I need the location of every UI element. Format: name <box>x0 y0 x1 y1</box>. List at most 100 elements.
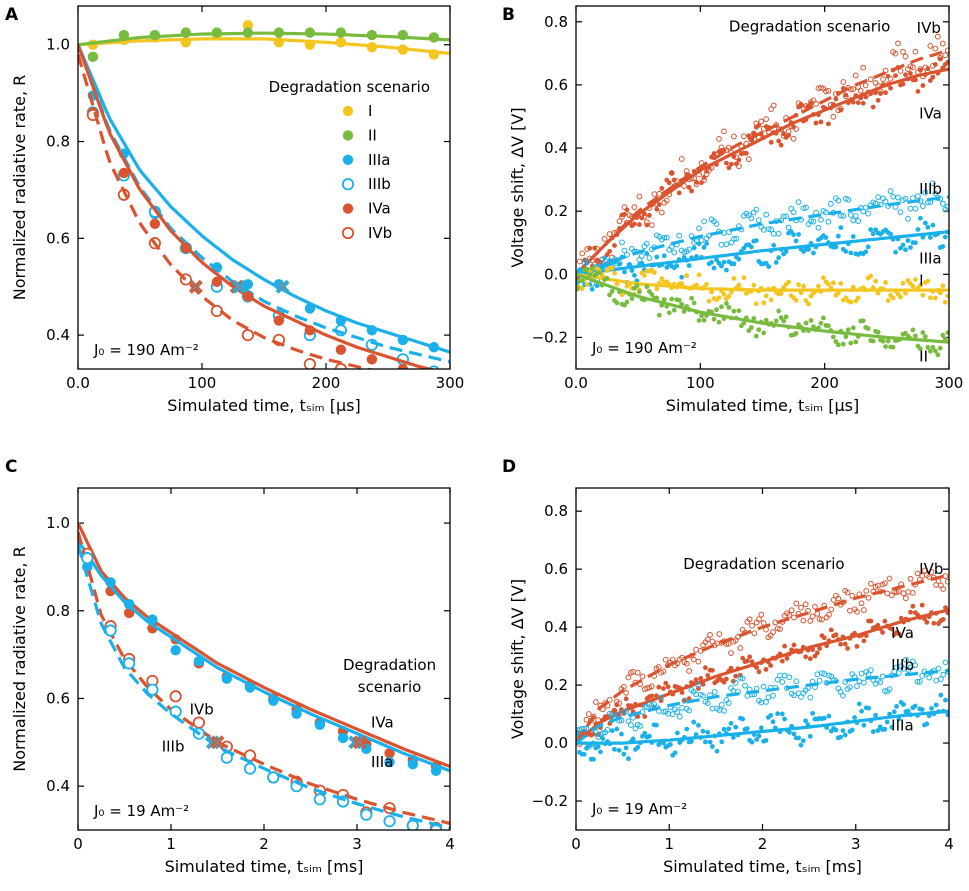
data-point <box>599 264 605 270</box>
data-point <box>581 751 587 757</box>
x-tick-label: 0.0 <box>66 374 90 392</box>
data-point <box>718 241 725 248</box>
data-point <box>649 292 655 297</box>
data-point <box>660 708 667 715</box>
data-point <box>637 723 644 729</box>
data-point <box>604 252 610 258</box>
data-point <box>821 635 827 641</box>
data-point <box>726 304 732 310</box>
data-point <box>622 269 627 275</box>
data-point <box>942 659 949 666</box>
data-point <box>920 292 926 298</box>
y-axis-title: Voltage shift, ΔV [V] <box>508 107 527 267</box>
data-point <box>763 293 769 299</box>
fit-line <box>78 44 437 369</box>
data-point <box>637 289 642 295</box>
data-point <box>621 204 628 211</box>
data-point <box>601 236 608 242</box>
data-point <box>701 175 707 180</box>
data-point <box>803 298 809 304</box>
data-point <box>858 600 865 607</box>
data-point <box>721 291 727 297</box>
data-point <box>835 233 841 239</box>
data-point <box>763 116 770 123</box>
data-point <box>796 282 801 288</box>
data-point <box>684 273 690 278</box>
data-point <box>918 282 923 288</box>
series-label: IVb <box>917 19 941 37</box>
data-point <box>830 334 836 340</box>
data-point <box>721 128 727 135</box>
x-tick-label: 4 <box>445 835 455 853</box>
data-point <box>702 665 708 671</box>
data-point <box>636 193 643 200</box>
data-point <box>855 218 862 224</box>
data-point <box>716 135 722 142</box>
data-point <box>883 90 888 96</box>
data-point <box>945 293 949 299</box>
data-point <box>802 601 809 608</box>
data-point <box>170 645 181 656</box>
data-point <box>944 578 949 585</box>
data-point <box>850 325 856 331</box>
data-point <box>784 655 790 661</box>
data-point <box>709 667 715 673</box>
data-point <box>786 612 793 619</box>
series-IVa <box>78 44 437 369</box>
data-point <box>744 726 750 732</box>
data-point <box>791 124 796 130</box>
data-point <box>937 345 943 351</box>
data-point <box>932 45 939 52</box>
data-point <box>884 719 890 725</box>
data-point <box>686 246 693 253</box>
y-tick-label: 0.8 <box>46 602 70 620</box>
data-point <box>848 299 854 305</box>
data-point <box>726 165 732 171</box>
data-point <box>929 705 934 711</box>
data-point <box>793 298 799 303</box>
data-point <box>865 210 872 217</box>
data-point <box>930 222 936 228</box>
data-point <box>790 209 797 216</box>
data-point <box>875 728 881 733</box>
x-tick-label: 300 <box>935 374 964 392</box>
data-point <box>779 679 786 685</box>
data-point <box>731 236 737 242</box>
data-point <box>778 142 784 148</box>
data-point <box>932 190 939 197</box>
data-point <box>739 675 746 682</box>
data-point <box>845 327 851 333</box>
data-point <box>852 715 857 720</box>
data-point <box>602 255 607 261</box>
y-tick-label: 0.8 <box>46 133 70 151</box>
data-point <box>825 121 831 127</box>
data-point <box>817 645 823 651</box>
data-point <box>623 689 630 696</box>
fit-line <box>576 573 949 744</box>
data-point <box>833 339 839 344</box>
data-point <box>886 686 893 693</box>
data-point <box>828 606 835 613</box>
data-point <box>798 604 804 611</box>
data-point <box>731 308 737 314</box>
data-point <box>763 666 769 672</box>
data-point <box>726 293 732 299</box>
data-point <box>631 204 638 210</box>
data-point <box>905 708 911 714</box>
data-point <box>857 87 864 94</box>
data-point <box>627 722 634 728</box>
data-point <box>760 683 767 690</box>
data-point <box>847 684 853 691</box>
data-point <box>656 312 662 318</box>
x-marker <box>210 735 225 750</box>
data-point <box>791 642 797 648</box>
data-point <box>690 656 697 663</box>
y-tick-label: 0.6 <box>544 560 568 578</box>
data-point <box>925 278 931 284</box>
data-point <box>397 363 409 369</box>
data-point <box>856 701 862 707</box>
data-point <box>736 308 742 314</box>
data-point <box>782 643 788 649</box>
x-axis-title: Simulated time, tₛᵢₘ [ms] <box>165 857 364 876</box>
data-point <box>726 229 732 236</box>
